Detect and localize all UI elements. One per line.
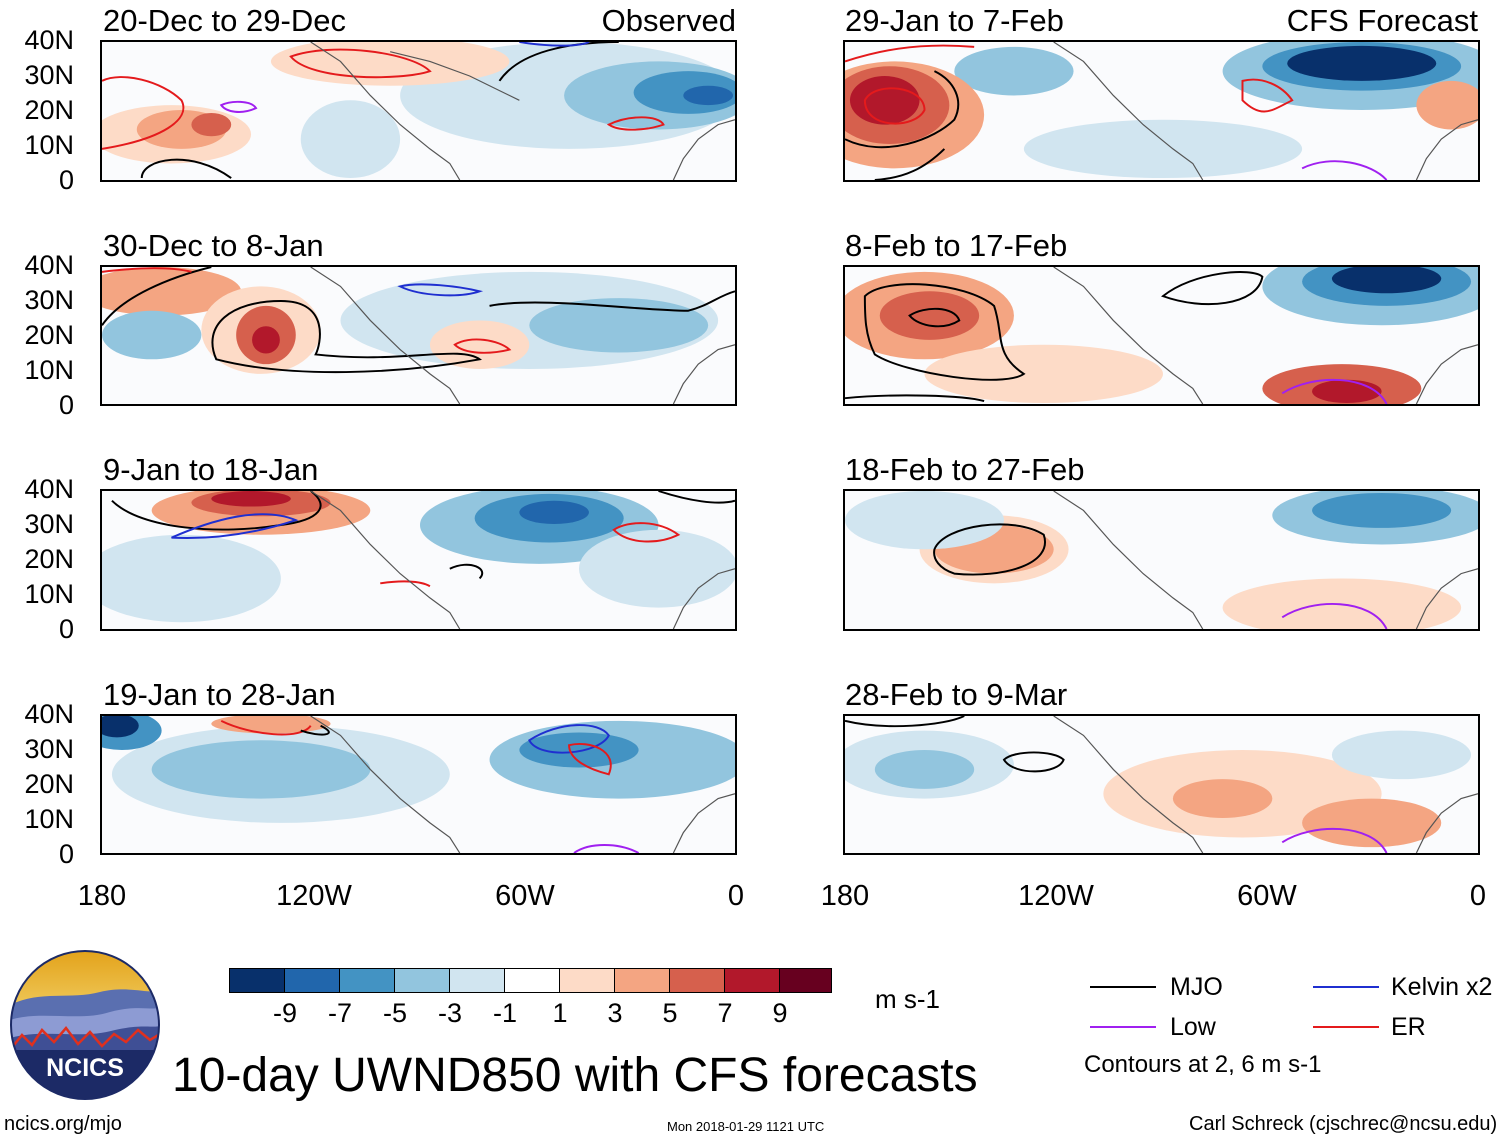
panel-title-1: 20-Dec to 29-Dec — [103, 3, 346, 38]
lat-tick-10n: 10N — [24, 579, 74, 609]
colorbar-cell — [449, 968, 505, 993]
lat-tick-20n: 20N — [24, 320, 74, 350]
colorbar-label: -7 — [327, 998, 353, 1028]
colorbar-cell — [339, 968, 395, 993]
panel-title-8: 28-Feb to 9-Mar — [845, 677, 1068, 712]
colorbar-label: -5 — [382, 998, 408, 1028]
legend-label-low: Low — [1170, 1013, 1216, 1041]
panel-title-4: 19-Jan to 28-Jan — [103, 677, 336, 712]
colorbar-label: 9 — [772, 998, 788, 1028]
legend-line-er — [1313, 1026, 1379, 1028]
map-panel-7 — [843, 489, 1480, 631]
lat-tick-40n: 40N — [24, 250, 74, 280]
colorbar-label: -1 — [492, 998, 518, 1028]
contour-note: Contours at 2, 6 m s-1 — [1084, 1051, 1322, 1078]
colorbar-cell — [724, 968, 780, 993]
lat-tick-20n: 20N — [24, 769, 74, 799]
lat-tick-10n: 10N — [24, 355, 74, 385]
lon-tick-180-right: 180 — [820, 880, 870, 912]
units-label: m s-1 — [875, 984, 940, 1014]
map-panel-2 — [100, 265, 737, 406]
colorbar-cell — [229, 968, 285, 993]
map-panel-4 — [100, 714, 737, 855]
lon-tick-0-left: 0 — [727, 880, 745, 912]
map-panel-1 — [100, 40, 737, 182]
map-panel-3 — [100, 489, 737, 631]
lon-tick-180-left: 180 — [77, 880, 127, 912]
legend-label-er: ER — [1391, 1013, 1426, 1041]
legend-label-kelvin: Kelvin x2 — [1391, 973, 1493, 1001]
colorbar-cell — [284, 968, 340, 993]
lon-tick-60w-left: 60W — [495, 880, 555, 912]
panel-title-7: 18-Feb to 27-Feb — [845, 452, 1085, 487]
panel-title-3: 9-Jan to 18-Jan — [103, 452, 319, 487]
timestamp: Mon 2018-01-29 1121 UTC — [667, 1119, 825, 1134]
panel-title-6: 8-Feb to 17-Feb — [845, 228, 1068, 263]
lat-tick-30n: 30N — [24, 509, 74, 539]
colorbar-cell — [614, 968, 670, 993]
ncics-logo-text: NCICS — [46, 1054, 124, 1082]
legend-line-mjo — [1090, 986, 1156, 988]
colorbar-label: 1 — [552, 998, 568, 1028]
lat-tick-40n: 40N — [24, 699, 74, 729]
panel-title-5: 29-Jan to 7-Feb — [845, 3, 1064, 38]
observed-column-label: Observed — [601, 3, 736, 38]
legend-label-mjo: MJO — [1170, 973, 1223, 1001]
colorbar-label: 5 — [662, 998, 678, 1028]
lat-tick-20n: 20N — [24, 95, 74, 125]
lat-tick-0: 0 — [58, 614, 74, 644]
lat-tick-30n: 30N — [24, 285, 74, 315]
legend-line-kelvin — [1313, 986, 1379, 988]
lat-tick-40n: 40N — [24, 25, 74, 55]
colorbar-cell — [394, 968, 450, 993]
forecast-column-label: CFS Forecast — [1286, 3, 1478, 38]
legend-line-low — [1090, 1026, 1156, 1028]
lon-tick-0-right: 0 — [1469, 880, 1487, 912]
colorbar-label: 7 — [717, 998, 733, 1028]
panel-title-2: 30-Dec to 8-Jan — [103, 228, 324, 263]
source-link[interactable]: ncics.org/mjo — [4, 1113, 122, 1135]
lon-tick-120w-right: 120W — [1018, 880, 1094, 912]
map-panel-5 — [843, 40, 1480, 182]
author-credit: Carl Schreck (cjschrec@ncsu.edu) — [1189, 1113, 1498, 1135]
ncics-logo: NCICS — [10, 950, 160, 1100]
colorbar-label: 3 — [607, 998, 623, 1028]
figure-title: 10-day UWND850 with CFS forecasts — [172, 1049, 978, 1102]
map-panel-6 — [843, 265, 1480, 406]
colorbar-cell — [504, 968, 560, 993]
lat-tick-20n: 20N — [24, 544, 74, 574]
lon-tick-60w-right: 60W — [1237, 880, 1297, 912]
colorbar-cell — [779, 968, 832, 993]
colorbar-cell — [559, 968, 615, 993]
lon-tick-120w-left: 120W — [276, 880, 352, 912]
lat-tick-0: 0 — [58, 165, 74, 195]
map-panel-8 — [843, 714, 1480, 855]
lat-tick-0: 0 — [58, 390, 74, 420]
colorbar-cell — [669, 968, 725, 993]
colorbar-label: -3 — [437, 998, 463, 1028]
lat-tick-30n: 30N — [24, 60, 74, 90]
colorbar-label: -9 — [272, 998, 298, 1028]
lat-tick-10n: 10N — [24, 130, 74, 160]
lat-tick-0: 0 — [58, 839, 74, 869]
lat-tick-40n: 40N — [24, 474, 74, 504]
lat-tick-10n: 10N — [24, 804, 74, 834]
lat-tick-30n: 30N — [24, 734, 74, 764]
